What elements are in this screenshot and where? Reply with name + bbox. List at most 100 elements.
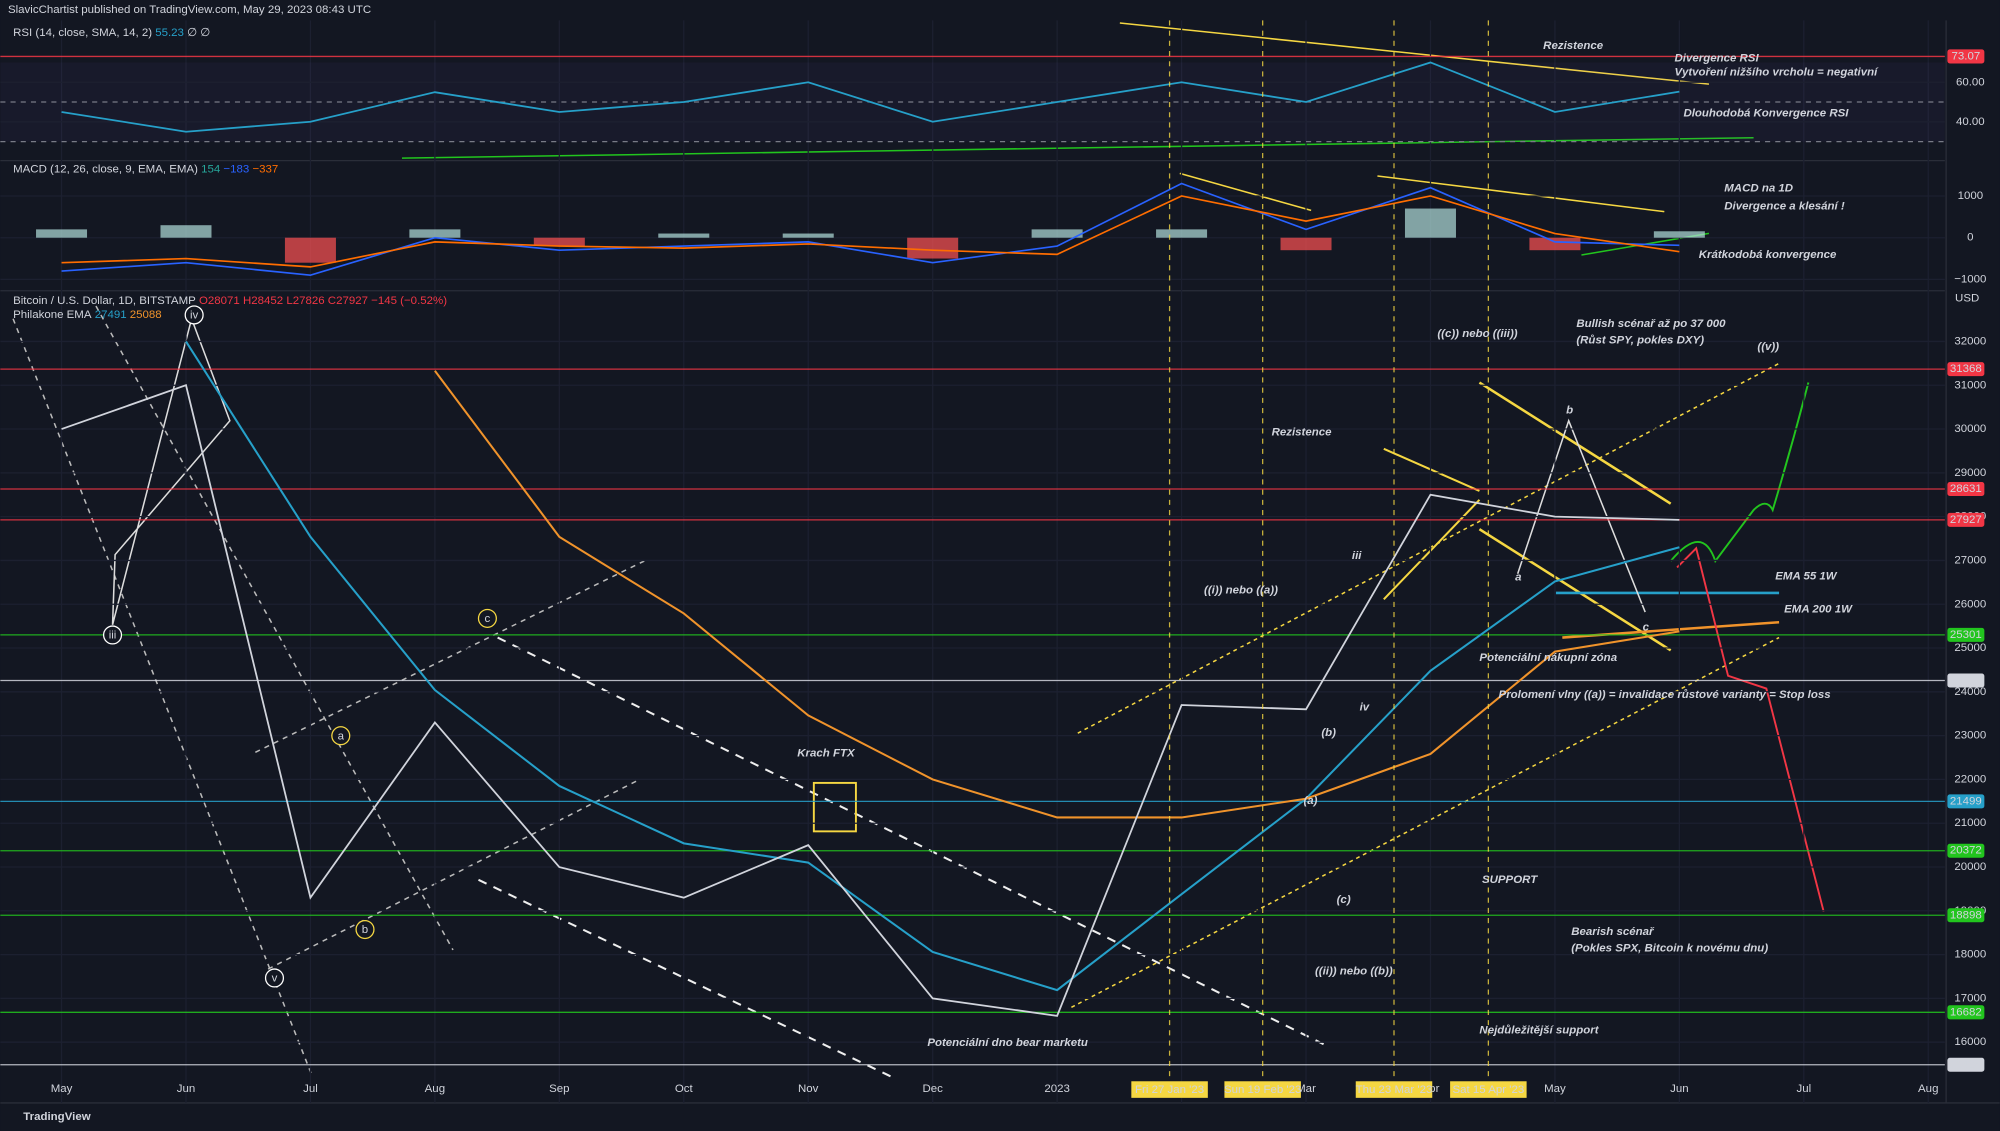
histogram-bar [409,229,461,238]
wave-circle [184,305,204,325]
y-tick-label: 60.00 [1956,76,1985,88]
legend-part: RSI (14, close, SMA, 14, 2) [13,27,152,39]
annotation: Krach FTX [797,748,856,760]
y-tick-label: 40.00 [1956,116,1985,128]
wave-label: iv [190,310,199,322]
annotation: Bearish scénař [1571,926,1655,938]
level-label: 20372 [1950,845,1982,857]
date-badge-label: Sat 15 Apr '23 [1453,1084,1525,1096]
level-badge [1947,362,1985,377]
annotation: MACD na 1D [1724,183,1793,195]
legend: Bitcoin / U.S. Dollar, 1D, BITSTAMP O280… [13,295,447,307]
trend-line [1119,22,1710,85]
annotation: b [1566,405,1573,417]
currency: USD [1955,292,1979,304]
wedge-line [1478,381,1672,652]
trend-line [1377,175,1665,213]
level-badge [1947,673,1985,688]
ftx-box [812,781,857,833]
channel-line [255,560,645,970]
annotation: Potenciální dno bear marketu [927,1037,1088,1049]
annotation: (Růst SPY, pokles DXY) [1576,334,1704,346]
y-tick-label: 31000 [1954,379,1986,391]
annotation: ((v)) [1757,341,1779,353]
date-badge [1450,1081,1527,1098]
histogram-bar [1156,229,1208,238]
x-tick-label: Jul [1796,1083,1811,1095]
wave-label: a [338,730,345,742]
y-tick-label: 27000 [1954,554,1986,566]
date-badge-label: Fri 27 Jan '23 [1135,1084,1204,1096]
legend-part: −337 [252,164,278,176]
histogram-bar [1280,237,1332,251]
histogram-bar [160,225,212,238]
level-badge [1947,1057,1985,1072]
histogram-bar [1404,208,1456,238]
annotation: c [1643,621,1650,633]
legend-part: Philakone EMA [13,309,92,321]
y-tick-label: 25000 [1954,642,1986,654]
wave-circle [102,625,123,645]
annotation: Vytvoření nižšího vrcholu = negativní [1675,67,1880,79]
header: SlavicChartist published on TradingView.… [8,4,371,16]
histogram-bar [36,229,88,238]
legend-part: 55.23 [155,27,184,39]
x-tick-label: Aug [425,1083,445,1095]
ema-line [434,370,1680,819]
footer: TradingView [23,1111,90,1123]
level-label: 28631 [1950,483,1982,495]
annotation: Rezistence [1272,426,1333,438]
wave-path [111,316,231,625]
x-tick-label: Jun [1670,1083,1689,1095]
annotation: (b) [1321,727,1336,739]
x-tick-label: Jun [177,1083,196,1095]
date-badge-label: Sun 19 Feb '23 [1224,1084,1301,1096]
annotation: Dlouhodobá Konvergence RSI [1683,108,1849,120]
rsi-line [61,61,1680,133]
x-tick-label: Nov [798,1083,819,1095]
legend-part: ∅ ∅ [187,27,210,39]
x-tick-label: Dec [922,1083,943,1095]
legend: Philakone EMA 27491 25088 [13,309,162,321]
y-tick-label: 22000 [1954,773,1986,785]
drawings [12,22,1825,1079]
macd-line [61,195,1680,268]
x-tick-label: 2023 [1044,1083,1070,1095]
wave-circle [477,608,497,628]
price-line [61,384,1680,1017]
level-badge [1947,49,1985,64]
annotation: EMA 55 1W [1775,570,1838,582]
level-label: 73.07 [1952,50,1981,62]
legend-part: 27491 [95,309,127,321]
wave-label: iii [109,630,117,642]
annotation: Potenciální nákupní zóna [1479,652,1617,664]
level-badge [1947,512,1985,527]
legend-part: −183 [223,164,249,176]
histogram-bar [782,233,834,238]
bullish-path [1669,382,1810,564]
wave-circle [331,726,351,746]
y-tick-label: 17000 [1954,992,1986,1004]
annotation: (Pokles SPX, Bitcoin k novému dnu) [1571,943,1768,955]
date-badge [1131,1081,1208,1098]
channel-line [12,305,454,1078]
annotation: ((c)) nebo ((iii)) [1437,328,1517,340]
legend-part: Bitcoin / U.S. Dollar, 1D, BITSTAMP [13,295,196,307]
annotation: SUPPORT [1482,874,1538,886]
ema-line [185,340,1680,992]
annotation: iv [1360,702,1370,714]
annotation: ((ii)) nebo ((b)) [1315,966,1393,978]
x-tick-label: Aug [1918,1083,1938,1095]
level-label: 18898 [1950,909,1982,921]
wave-label: c [485,613,491,625]
annotation: a [1515,572,1522,584]
y-tick-label: 29000 [1954,467,1986,479]
annotation: Divergence RSI [1675,53,1760,65]
channel-line [1071,362,1780,1008]
y-tick-label: −1000 [1954,273,1986,285]
y-tick-label: 18000 [1954,949,1986,961]
date-badge [1224,1081,1301,1098]
annotation: EMA 200 1W [1784,604,1853,616]
wave-path [1516,418,1646,613]
